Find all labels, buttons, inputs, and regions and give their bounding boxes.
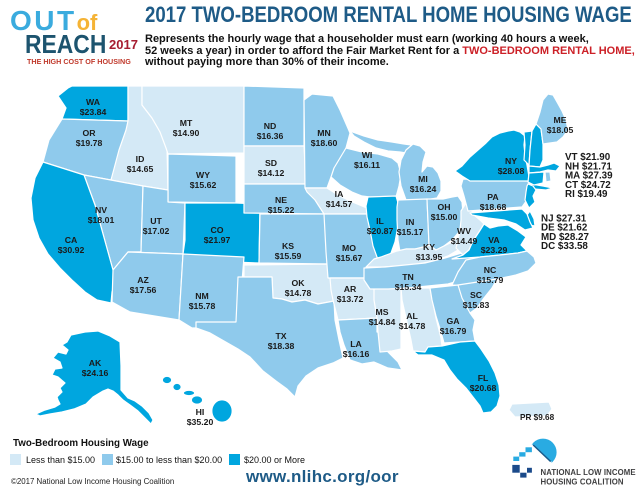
- svg-text:GA$16.79: GA $16.79: [440, 316, 467, 336]
- svg-text:IL$20.87: IL $20.87: [367, 216, 394, 236]
- svg-text:WV$14.49: WV $14.49: [451, 226, 478, 246]
- svg-text:ID$14.65: ID $14.65: [127, 154, 154, 174]
- svg-text:OR$19.78: OR $19.78: [76, 128, 103, 148]
- svg-text:NC$15.79: NC $15.79: [477, 265, 504, 285]
- svg-text:ME$18.05: ME $18.05: [547, 115, 574, 135]
- svg-text:UT$17.02: UT $17.02: [143, 216, 170, 236]
- svg-text:VA$23.29: VA $23.29: [481, 235, 508, 255]
- svg-text:MN$18.60: MN $18.60: [311, 128, 338, 148]
- svg-text:PR $9.68: PR $9.68: [520, 413, 555, 422]
- svg-text:NH $21.71: NH $21.71: [565, 161, 612, 172]
- svg-text:OK$14.78: OK $14.78: [285, 278, 312, 298]
- svg-text:MT$14.90: MT $14.90: [173, 118, 200, 138]
- svg-text:AK$24.16: AK $24.16: [82, 358, 109, 378]
- svg-text:TN$15.34: TN $15.34: [395, 272, 422, 292]
- svg-text:OH$15.00: OH $15.00: [431, 202, 458, 222]
- svg-text:KS$15.59: KS $15.59: [275, 241, 302, 261]
- svg-text:HOUSING COALITION: HOUSING COALITION: [541, 478, 624, 487]
- svg-text:MD $28.27: MD $28.27: [541, 232, 589, 243]
- svg-text:NATIONAL LOW INCOME: NATIONAL LOW INCOME: [541, 468, 636, 477]
- svg-text:MS$14.84: MS $14.84: [369, 307, 396, 327]
- svg-text:MA $27.39: MA $27.39: [565, 171, 613, 182]
- svg-text:VT $21.90: VT $21.90: [565, 152, 611, 163]
- svg-text:NM$15.78: NM $15.78: [189, 291, 216, 311]
- svg-text:TX$18.38: TX $18.38: [268, 331, 295, 351]
- svg-text:IN$15.17: IN $15.17: [397, 217, 424, 237]
- svg-text:NJ $27.31: NJ $27.31: [541, 214, 587, 225]
- svg-text:LA$16.16: LA $16.16: [343, 339, 370, 359]
- svg-text:CO$21.97: CO $21.97: [204, 225, 231, 245]
- svg-text:AZ$17.56: AZ $17.56: [130, 275, 157, 295]
- svg-text:HI$35.20: HI $35.20: [187, 407, 214, 427]
- svg-text:SD$14.12: SD $14.12: [258, 158, 285, 178]
- svg-text:AR$13.72: AR $13.72: [337, 284, 364, 304]
- svg-text:MI$16.24: MI $16.24: [410, 174, 437, 194]
- svg-text:WI$16.11: WI $16.11: [354, 150, 380, 170]
- svg-text:IA$14.57: IA $14.57: [326, 189, 353, 209]
- svg-text:WY$15.62: WY $15.62: [190, 170, 217, 190]
- svg-text:FL$20.68: FL $20.68: [470, 373, 497, 393]
- svg-text:NE$15.22: NE $15.22: [268, 195, 295, 215]
- svg-text:DE $21.62: DE $21.62: [541, 223, 588, 234]
- svg-text:ND$16.36: ND $16.36: [257, 121, 284, 141]
- svg-text:MO$15.67: MO $15.67: [336, 243, 363, 263]
- svg-text:NV$18.01: NV $18.01: [88, 205, 115, 225]
- svg-text:CT $24.72: CT $24.72: [565, 180, 611, 191]
- svg-text:RI $19.49: RI $19.49: [565, 189, 608, 200]
- svg-text:KY$13.95: KY $13.95: [416, 242, 443, 262]
- svg-text:SC$15.83: SC $15.83: [463, 290, 490, 310]
- svg-text:DC $33.58: DC $33.58: [541, 241, 588, 252]
- svg-text:NY$28.08: NY $28.08: [498, 156, 525, 176]
- svg-text:AL$14.78: AL $14.78: [399, 311, 426, 331]
- svg-text:CA$30.92: CA $30.92: [58, 235, 85, 255]
- svg-text:PA$18.68: PA $18.68: [480, 192, 507, 212]
- svg-text:WA$23.84: WA $23.84: [80, 97, 107, 117]
